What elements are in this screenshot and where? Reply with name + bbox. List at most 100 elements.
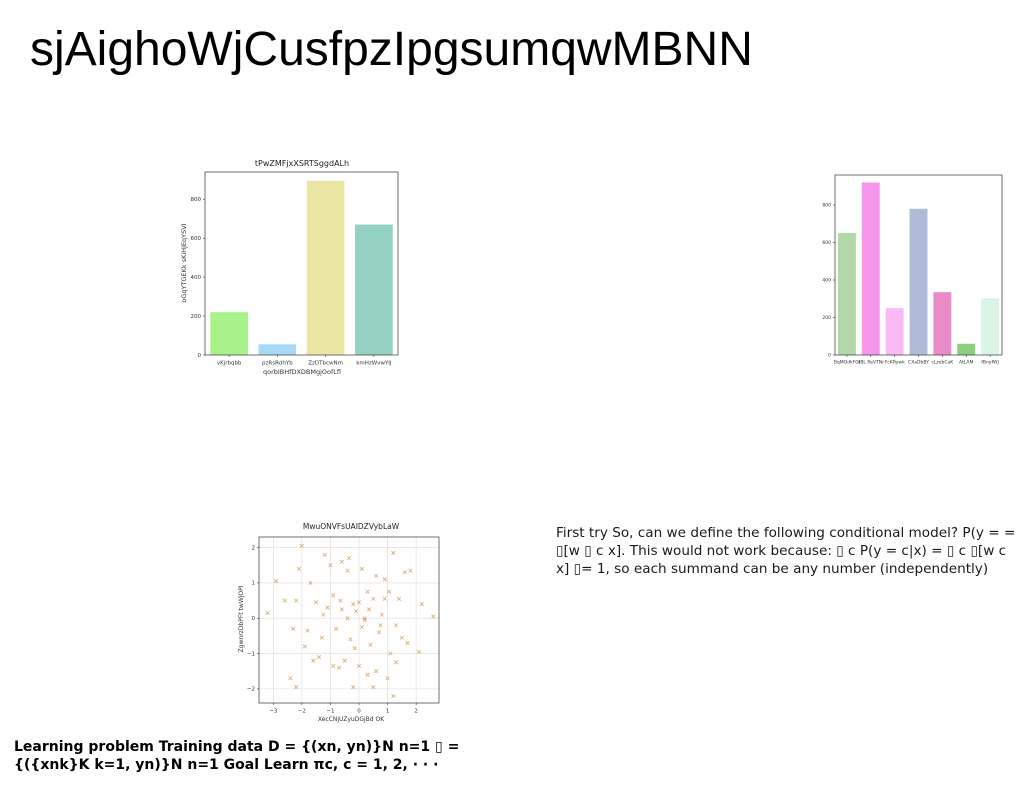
x-tick-label: 0	[357, 709, 361, 715]
scatter-point	[405, 640, 410, 646]
scatter-point	[365, 589, 370, 594]
slide-title: sjAighoWjCusfpzIpgsumqwMBNN	[30, 23, 753, 76]
bar	[258, 344, 297, 355]
scatter-point	[371, 685, 376, 690]
scatter-point	[402, 570, 407, 575]
x-tick-label: dBL ReVTNr	[857, 360, 884, 366]
scatter-point	[339, 607, 344, 612]
y-tick-label: −1	[247, 651, 255, 657]
scatter-point	[351, 602, 356, 607]
bar	[933, 292, 952, 355]
scatter-point	[348, 637, 353, 642]
scatter-point	[308, 580, 313, 585]
x-tick-label: −2	[298, 709, 306, 715]
body-text: First try So, can we define the followin…	[556, 525, 1016, 577]
scatter-point	[288, 676, 293, 681]
x-tick-label: −1	[326, 709, 334, 715]
bar	[355, 224, 393, 355]
scatter-point	[336, 665, 342, 670]
scatter-point	[338, 598, 343, 603]
scatter-point	[331, 663, 336, 668]
scatter-point	[396, 596, 402, 601]
x-tick-label: 2	[414, 709, 418, 715]
bar	[885, 308, 904, 355]
scatter-point	[391, 550, 396, 555]
scatter-point	[328, 563, 333, 568]
scatter-point	[388, 651, 393, 656]
scatter-point	[325, 605, 330, 610]
scatter-point	[374, 669, 379, 674]
y-tick-label: 2	[252, 545, 256, 551]
scatter-point	[394, 660, 399, 665]
scatter-point	[265, 610, 270, 616]
scatter-point	[366, 607, 372, 612]
bar	[861, 182, 880, 355]
scatter-point	[385, 676, 390, 681]
x-tick-label: CXaDbBY	[908, 360, 929, 366]
scatter-point	[291, 626, 296, 631]
scatter-point	[346, 556, 352, 561]
scatter-point	[408, 568, 413, 573]
bar	[981, 298, 1000, 355]
x-tick-label: kmHzWvwYIJ	[356, 361, 392, 367]
y-tick-label: 0	[252, 616, 256, 622]
x-tick-label: ZzDTbcwNm	[308, 361, 343, 367]
y-tick-label: 400	[822, 278, 831, 284]
x-tick-label: BqMOdkFGl	[834, 360, 860, 366]
x-tick-label: fBnyfWJ	[981, 360, 999, 366]
x-tick-label: 1	[386, 709, 390, 715]
scatter-point	[382, 596, 387, 601]
scatter-point	[302, 644, 307, 649]
y-tick-label: 800	[822, 203, 831, 209]
bar	[210, 312, 248, 355]
scatter-point	[334, 626, 339, 631]
x-tick-label: −3	[269, 709, 278, 715]
scatter-point	[339, 559, 344, 564]
scatter-point	[351, 685, 356, 690]
chart1-ylabel: oGqYTGEKk sKiHjEqYSVI	[180, 223, 188, 302]
scatter-point	[416, 649, 422, 654]
scatter-point	[368, 642, 373, 647]
scatter-point	[356, 600, 362, 605]
scatter-point	[362, 617, 367, 623]
scatter-point	[378, 623, 383, 628]
scatter-chart: MwuONVFsUAIDZVybLaW ZgwnrzDbPFt twWjOPl …	[238, 522, 440, 723]
scatter-point	[362, 616, 367, 621]
scatter-point	[305, 628, 310, 633]
scatter-point	[371, 596, 376, 601]
scatter-point	[342, 658, 347, 663]
scatter-point	[399, 635, 404, 640]
chart3-xlabel: XecCNjUZyuDGjBd OK	[318, 716, 385, 723]
scatter-point	[316, 655, 322, 660]
scatter-point	[294, 685, 299, 690]
x-tick-label: vKjrbqbb	[217, 361, 242, 367]
chart1-title: tPwZMFjxXSRTSggdALh	[255, 159, 349, 168]
scatter-point	[321, 612, 326, 617]
plot-frame	[204, 171, 399, 356]
x-tick-label: AtLAM	[959, 360, 973, 366]
scatter-point	[296, 566, 302, 571]
y-tick-label: 200	[822, 315, 831, 321]
scatter-point	[394, 623, 399, 628]
scatter-point	[322, 552, 327, 557]
scatter-point	[274, 579, 279, 584]
plot-frame	[258, 536, 440, 704]
y-tick-label: 0	[198, 353, 202, 359]
scatter-point	[345, 616, 350, 621]
x-tick-label: FcKPpwk	[885, 360, 905, 366]
x-tick-label: pzRsRdhYb	[262, 361, 293, 367]
scatter-point	[386, 589, 392, 594]
scatter-point	[374, 573, 379, 578]
scatter-point	[331, 593, 336, 598]
scatter-point	[311, 658, 316, 663]
y-tick-label: 800	[191, 197, 202, 203]
scatter-point	[376, 630, 382, 635]
scatter-point	[356, 663, 362, 668]
y-tick-label: 600	[822, 240, 831, 246]
bar-chart-1: tPwZMFjxXSRTSggdALh oGqYTGEKk sKiHjEqYSV…	[180, 159, 399, 376]
scatter-point	[354, 609, 359, 614]
chart3-ylabel: ZgwnrzDbPFt twWjOPl	[238, 585, 245, 652]
scatter-point	[352, 646, 357, 651]
scatter-point	[314, 600, 319, 605]
